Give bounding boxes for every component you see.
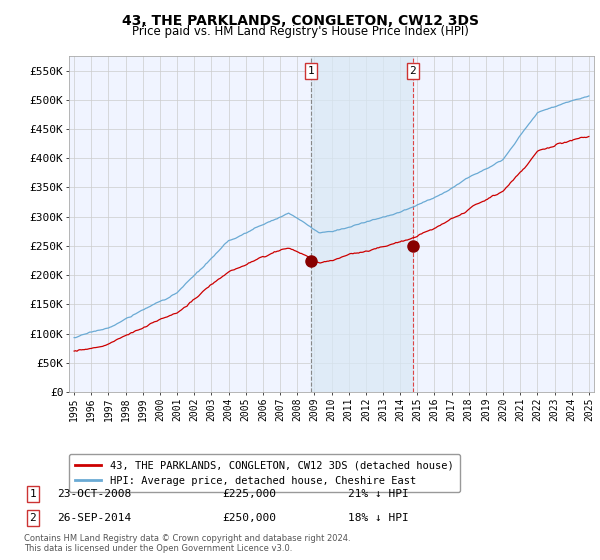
Text: 2: 2 — [410, 66, 416, 76]
Text: 2: 2 — [29, 513, 37, 523]
Text: 26-SEP-2014: 26-SEP-2014 — [57, 513, 131, 523]
Text: 43, THE PARKLANDS, CONGLETON, CW12 3DS: 43, THE PARKLANDS, CONGLETON, CW12 3DS — [121, 14, 479, 28]
Bar — [311, 56, 413, 392]
Text: £225,000: £225,000 — [222, 489, 276, 499]
Text: 18% ↓ HPI: 18% ↓ HPI — [348, 513, 409, 523]
Text: Contains HM Land Registry data © Crown copyright and database right 2024.
This d: Contains HM Land Registry data © Crown c… — [24, 534, 350, 553]
Text: 1: 1 — [308, 66, 314, 76]
Text: £250,000: £250,000 — [222, 513, 276, 523]
Text: 21% ↓ HPI: 21% ↓ HPI — [348, 489, 409, 499]
Legend: 43, THE PARKLANDS, CONGLETON, CW12 3DS (detached house), HPI: Average price, det: 43, THE PARKLANDS, CONGLETON, CW12 3DS (… — [69, 454, 460, 492]
Text: 1: 1 — [29, 489, 37, 499]
Text: 23-OCT-2008: 23-OCT-2008 — [57, 489, 131, 499]
Text: Price paid vs. HM Land Registry's House Price Index (HPI): Price paid vs. HM Land Registry's House … — [131, 25, 469, 38]
